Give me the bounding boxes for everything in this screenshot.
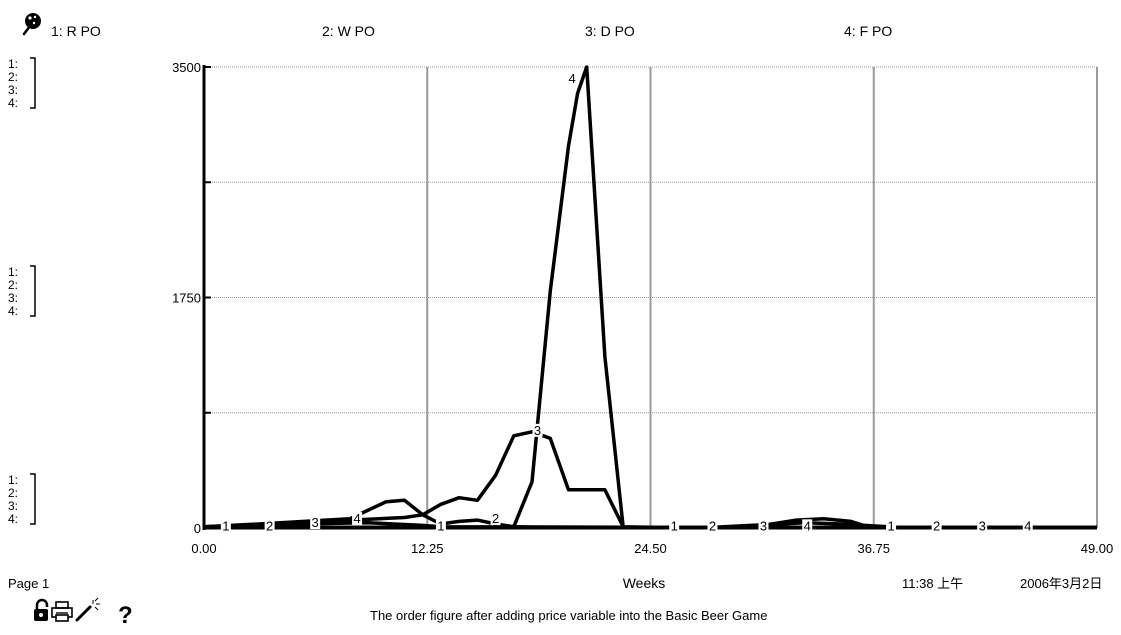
scale-markers-middle: 1: 2: 3: 4:	[8, 265, 36, 318]
series-marker-4: 4	[804, 518, 811, 533]
scale-marker: 4:	[8, 96, 18, 110]
scale-marker: 3:	[8, 291, 18, 305]
series-marker-bg	[802, 519, 813, 533]
series-marker-4: 4	[1024, 518, 1031, 533]
scale-marker: 4:	[8, 304, 18, 318]
timestamp-time: 11:38 上午	[902, 576, 963, 591]
scale-marker: 1:	[8, 473, 18, 487]
series-marker-bg	[352, 512, 363, 526]
scale-marker: 2:	[8, 278, 18, 292]
series-marker-bg	[886, 519, 897, 533]
series-marker-4: 4	[569, 71, 576, 86]
legend-label-2: 2: W PO	[322, 23, 375, 39]
series-marker-bg	[310, 516, 321, 530]
x-tick-label: 24.50	[634, 541, 667, 556]
series-marker-bg	[264, 519, 275, 533]
timestamp-date: 2006年3月2日	[1020, 576, 1102, 591]
scale-marker: 3:	[8, 499, 18, 513]
grid	[204, 66, 1098, 528]
page-label: Page 1	[8, 576, 49, 591]
series-marker-3: 3	[312, 515, 319, 530]
series-marker-bg	[1022, 519, 1033, 533]
series-marker-bg	[532, 423, 543, 437]
x-tick-label: 0.00	[191, 541, 216, 556]
series-line-4	[204, 65, 1097, 530]
pin-icon[interactable]	[22, 13, 41, 36]
x-axis-label: Weeks	[623, 575, 666, 591]
series-marker-bg	[931, 519, 942, 533]
series-marker-1: 1	[887, 518, 894, 533]
series-marker-3: 3	[760, 518, 767, 533]
lock-icon[interactable]	[34, 598, 49, 621]
x-tick-label: 49.00	[1081, 541, 1114, 556]
x-tick-label: 12.25	[411, 541, 444, 556]
scale-marker: 3:	[8, 83, 18, 97]
scale-marker: 1:	[8, 265, 18, 279]
y-tick-label: 1750	[172, 291, 201, 306]
series-marker-bg	[669, 519, 680, 533]
series-marker-2: 2	[709, 518, 716, 533]
series-markers: 1 1 1 1 2 2 2 2 3 3 3 3 4 4 4 4	[220, 71, 1033, 533]
y-tick-label: 3500	[172, 60, 201, 75]
legend-label-1: 1: R PO	[51, 23, 101, 39]
magic-wand-icon[interactable]	[75, 597, 100, 622]
series-marker-3: 3	[979, 518, 986, 533]
legend-label-3: 3: D PO	[585, 23, 635, 39]
series-marker-bg	[220, 519, 231, 533]
series-marker-3: 3	[534, 423, 541, 438]
legend-label-4: 4: F PO	[844, 23, 892, 39]
series-marker-1: 1	[437, 518, 444, 533]
scale-marker: 2:	[8, 70, 18, 84]
series-marker-bg	[707, 519, 718, 533]
series-marker-2: 2	[933, 518, 940, 533]
series-marker-1: 1	[671, 518, 678, 533]
series-marker-bg	[435, 519, 446, 533]
x-tick-label: 36.75	[857, 541, 890, 556]
y-tick-label: 0	[194, 521, 201, 536]
scale-marker: 4:	[8, 512, 18, 526]
series-marker-bg	[758, 519, 769, 533]
series-marker-2: 2	[492, 511, 499, 526]
series-marker-bg	[977, 519, 988, 533]
scale-marker: 2:	[8, 486, 18, 500]
scale-marker: 1:	[8, 57, 18, 71]
scale-markers-top: 1: 2: 3: 4:	[8, 57, 36, 110]
print-icon[interactable]	[51, 601, 73, 622]
axes: 0.00 12.25 24.50 36.75 49.00 0 1750 3500	[172, 60, 1113, 556]
scale-markers-bottom: 1: 2: 3: 4:	[8, 473, 36, 526]
series-marker-bg	[490, 512, 501, 526]
series-marker-1: 1	[222, 518, 229, 533]
help-icon[interactable]: ?	[118, 602, 133, 629]
series-marker-2: 2	[266, 518, 273, 533]
series-marker-4: 4	[353, 511, 360, 526]
caption: The order figure after adding price vari…	[370, 608, 767, 623]
series-marker-bg	[567, 72, 578, 86]
